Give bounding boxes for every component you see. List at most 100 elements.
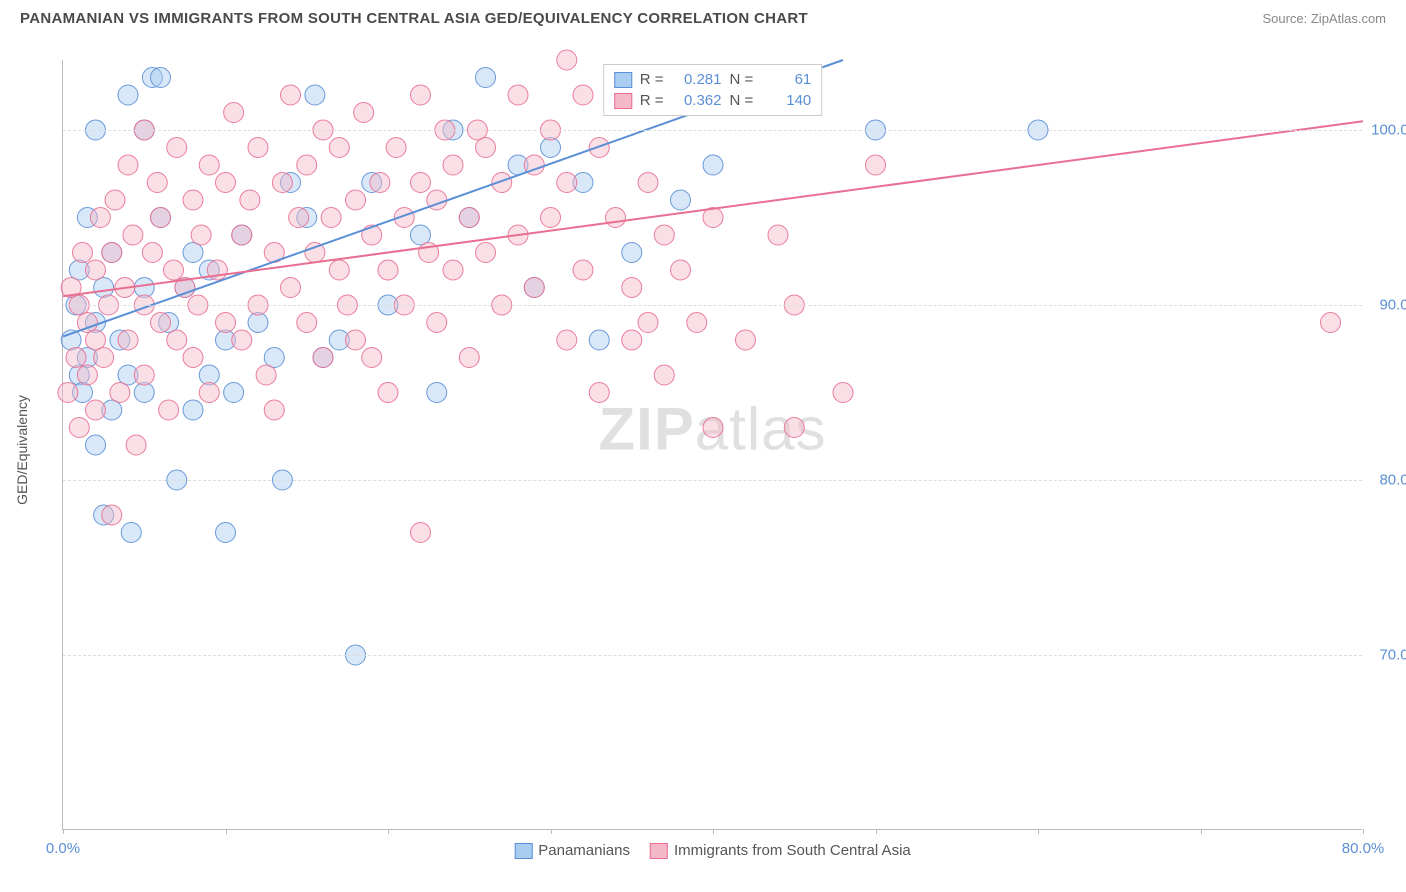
data-point [346,190,366,210]
data-point [289,208,309,228]
data-point [622,278,642,298]
data-point [589,138,609,158]
data-point [606,208,626,228]
data-point [94,348,114,368]
x-tick-mark [551,829,552,834]
data-point [216,173,236,193]
r-value-2: 0.362 [672,92,722,109]
data-point [305,85,325,105]
data-point [411,85,431,105]
gridline [63,480,1362,481]
data-point [167,138,187,158]
n-label-2: N = [730,92,754,109]
data-point [159,400,179,420]
data-point [86,330,106,350]
data-point [524,278,544,298]
data-point [216,523,236,543]
y-axis-label: GED/Equivalency [14,395,30,505]
n-value-2: 140 [761,92,811,109]
legend-label-1: Panamanians [538,842,630,859]
r-label-2: R = [640,92,664,109]
data-point [866,155,886,175]
data-point [557,50,577,70]
chart-container: GED/Equivalency ZIPatlas R = 0.281 N = 6… [42,60,1362,840]
x-tick-mark [388,829,389,834]
data-point [476,68,496,88]
gridline [63,130,1362,131]
data-point [69,418,89,438]
chart-header: PANAMANIAN VS IMMIGRANTS FROM SOUTH CENT… [0,0,1406,33]
data-point [118,155,138,175]
legend-item-2: Immigrants from South Central Asia [650,842,911,859]
swatch-series-2 [614,93,632,109]
data-point [411,523,431,543]
data-point [297,155,317,175]
gridline [63,305,1362,306]
data-point [142,243,162,263]
data-point [557,173,577,193]
data-point [476,138,496,158]
x-tick-mark [63,829,64,834]
data-point [297,313,317,333]
data-point [118,330,138,350]
data-point [589,383,609,403]
data-point [134,365,154,385]
data-point [508,85,528,105]
data-point [354,103,374,123]
data-point [102,505,122,525]
swatch-series-1 [614,72,632,88]
data-point [272,173,292,193]
y-tick-label: 100.0% [1371,122,1406,139]
data-point [378,260,398,280]
data-point [199,383,219,403]
data-point [654,365,674,385]
data-point [411,225,431,245]
data-point [90,208,110,228]
legend-swatch-1 [514,843,532,859]
data-point [151,208,171,228]
data-point [105,190,125,210]
data-point [110,383,130,403]
data-point [147,173,167,193]
stats-row-2: R = 0.362 N = 140 [614,90,812,111]
data-point [622,243,642,263]
data-point [427,383,447,403]
x-tick-mark [226,829,227,834]
data-point [151,68,171,88]
data-point [321,208,341,228]
data-point [191,225,211,245]
r-label-1: R = [640,71,664,88]
data-point [58,383,78,403]
stats-legend: R = 0.281 N = 61 R = 0.362 N = 140 [603,64,823,116]
data-point [183,400,203,420]
data-point [638,173,658,193]
y-tick-label: 80.0% [1379,472,1406,489]
data-point [768,225,788,245]
chart-title: PANAMANIAN VS IMMIGRANTS FROM SOUTH CENT… [20,10,808,27]
data-point [459,348,479,368]
data-point [248,138,268,158]
stats-row-1: R = 0.281 N = 61 [614,69,812,90]
data-point [1321,313,1341,333]
data-point [73,243,93,263]
data-point [833,383,853,403]
data-point [123,225,143,245]
data-point [77,365,97,385]
data-point [224,103,244,123]
x-tick-mark [713,829,714,834]
data-point [671,260,691,280]
data-point [102,243,122,263]
data-point [86,435,106,455]
data-point [216,313,236,333]
data-point [703,155,723,175]
data-point [167,330,187,350]
data-point [427,313,447,333]
x-tick-label: 0.0% [46,840,80,857]
data-point [346,330,366,350]
data-point [378,383,398,403]
n-value-1: 61 [761,71,811,88]
data-point [386,138,406,158]
data-point [264,400,284,420]
x-tick-mark [1201,829,1202,834]
data-point [118,85,138,105]
